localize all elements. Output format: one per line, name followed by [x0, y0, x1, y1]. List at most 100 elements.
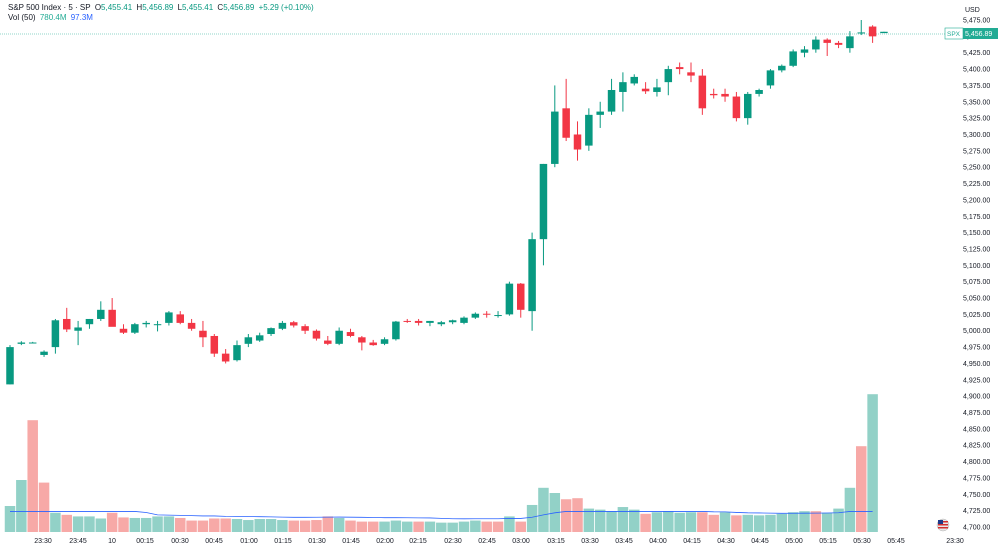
price-tick-label: 5,425.00	[963, 50, 990, 57]
time-tick-label: 04:30	[717, 538, 735, 545]
open-label: O	[94, 3, 102, 12]
candle-down	[403, 318, 411, 323]
volume-bar	[606, 511, 617, 532]
close-value: 5,456.89	[223, 3, 255, 12]
candle-up	[471, 312, 480, 319]
candle-down	[721, 88, 729, 102]
price-tick-label: 5,050.00	[963, 296, 990, 303]
volume-bar	[265, 519, 277, 532]
time-tick-label: 00:15	[136, 538, 154, 545]
volume-bar	[84, 516, 95, 532]
candle-down	[301, 324, 309, 335]
candle-down	[868, 25, 877, 43]
candle-down	[573, 121, 582, 161]
candle-down	[369, 339, 377, 346]
candle-up	[6, 345, 14, 385]
candle-down	[709, 88, 718, 99]
volume-value: 780.4M	[39, 13, 67, 22]
time-tick-label: 03:45	[615, 538, 633, 545]
volume-bar	[674, 512, 685, 532]
price-axis[interactable]: 4,700.00 4,725.00 4,750.00 4,775.00 4,800.00…	[963, 18, 990, 532]
volume-bar	[243, 520, 254, 532]
candle-down	[687, 62, 695, 83]
volume-bar	[481, 521, 492, 532]
time-tick-label: 05:15	[819, 538, 837, 545]
high-value: 5,456.89	[142, 3, 174, 12]
candle-down	[119, 324, 128, 335]
candle-up	[153, 320, 162, 332]
candle-down	[823, 38, 831, 56]
candle-up	[85, 318, 94, 329]
candle-down	[482, 311, 491, 318]
time-tick-label: 23:30	[34, 538, 52, 545]
candle-down	[187, 318, 196, 331]
candle-up	[131, 322, 139, 335]
candle-up	[267, 327, 275, 336]
volume-bar	[719, 512, 731, 532]
price-tick-label: 4,750.00	[963, 492, 990, 499]
volume-bar	[209, 518, 220, 532]
candle-down	[732, 91, 741, 122]
time-tick-label: 05:30	[853, 538, 871, 545]
candle-up	[619, 72, 627, 112]
volume-bar	[617, 507, 629, 532]
volume-bar	[629, 509, 640, 532]
candle-up	[653, 78, 661, 97]
volume-bar	[322, 516, 334, 532]
time-tick-label: 03:00	[512, 538, 530, 545]
price-tick-label: 5,250.00	[963, 165, 990, 172]
time-tick-label: 10	[108, 538, 116, 545]
price-tick-label: 4,975.00	[963, 345, 990, 352]
volume-bar	[685, 512, 697, 532]
candle-up	[880, 31, 888, 34]
us-flag-icon[interactable]	[936, 518, 950, 532]
candle-up	[165, 311, 173, 326]
volume-bar	[163, 516, 175, 532]
price-tick-label: 5,225.00	[963, 181, 990, 188]
volume-bar	[651, 512, 663, 532]
price-tick-label: 4,800.00	[963, 459, 990, 466]
price-tick-label: 5,200.00	[963, 197, 990, 204]
candle-up	[244, 334, 253, 348]
volume-bar	[38, 482, 50, 532]
price-tick-label: 4,875.00	[963, 410, 990, 417]
candle-down	[324, 335, 332, 346]
candle-up	[380, 337, 389, 346]
time-tick-label: 00:45	[205, 538, 223, 545]
candle-up	[255, 332, 264, 342]
volume-bar	[402, 521, 413, 532]
volume-bar	[4, 506, 16, 532]
candle-up	[437, 320, 446, 327]
volume-bar	[640, 513, 651, 532]
volume-bar	[140, 517, 152, 532]
price-tick-label: 5,375.00	[963, 83, 990, 90]
volume-bar	[787, 512, 799, 532]
price-tick-label: 5,150.00	[963, 230, 990, 237]
time-tick-label: 01:30	[308, 538, 326, 545]
low-label: L	[177, 3, 183, 12]
volume-legend: Vol (50) 780.4M 97.3M	[8, 13, 95, 22]
candle-up	[528, 232, 536, 331]
time-tick-label: 01:15	[274, 538, 292, 545]
price-tick-label: 5,350.00	[963, 99, 990, 106]
candle-up	[335, 327, 343, 346]
candle-up	[800, 46, 809, 58]
time-axis[interactable]: 23:30 23:45 10 00:15 00:30 00:45 01:00 01:15 01:…	[34, 538, 964, 545]
volume-bar	[299, 520, 311, 532]
time-tick-label: 04:00	[649, 538, 667, 545]
volume-bar	[50, 512, 61, 532]
volume-bar	[254, 519, 265, 532]
candle-down	[63, 307, 71, 333]
change-value: +5.29 (+0.10%)	[258, 3, 314, 12]
time-tick-label: 23:30	[946, 538, 964, 545]
volume-bar	[197, 520, 209, 532]
candle-up	[28, 341, 37, 344]
candle-down	[312, 329, 321, 341]
volume-bar	[594, 509, 606, 532]
volume-ma-value: 97.3M	[70, 13, 93, 22]
volume-bar	[447, 522, 458, 532]
time-tick-label: 01:45	[342, 538, 360, 545]
candle-down	[176, 311, 184, 325]
candle-up	[278, 320, 287, 331]
